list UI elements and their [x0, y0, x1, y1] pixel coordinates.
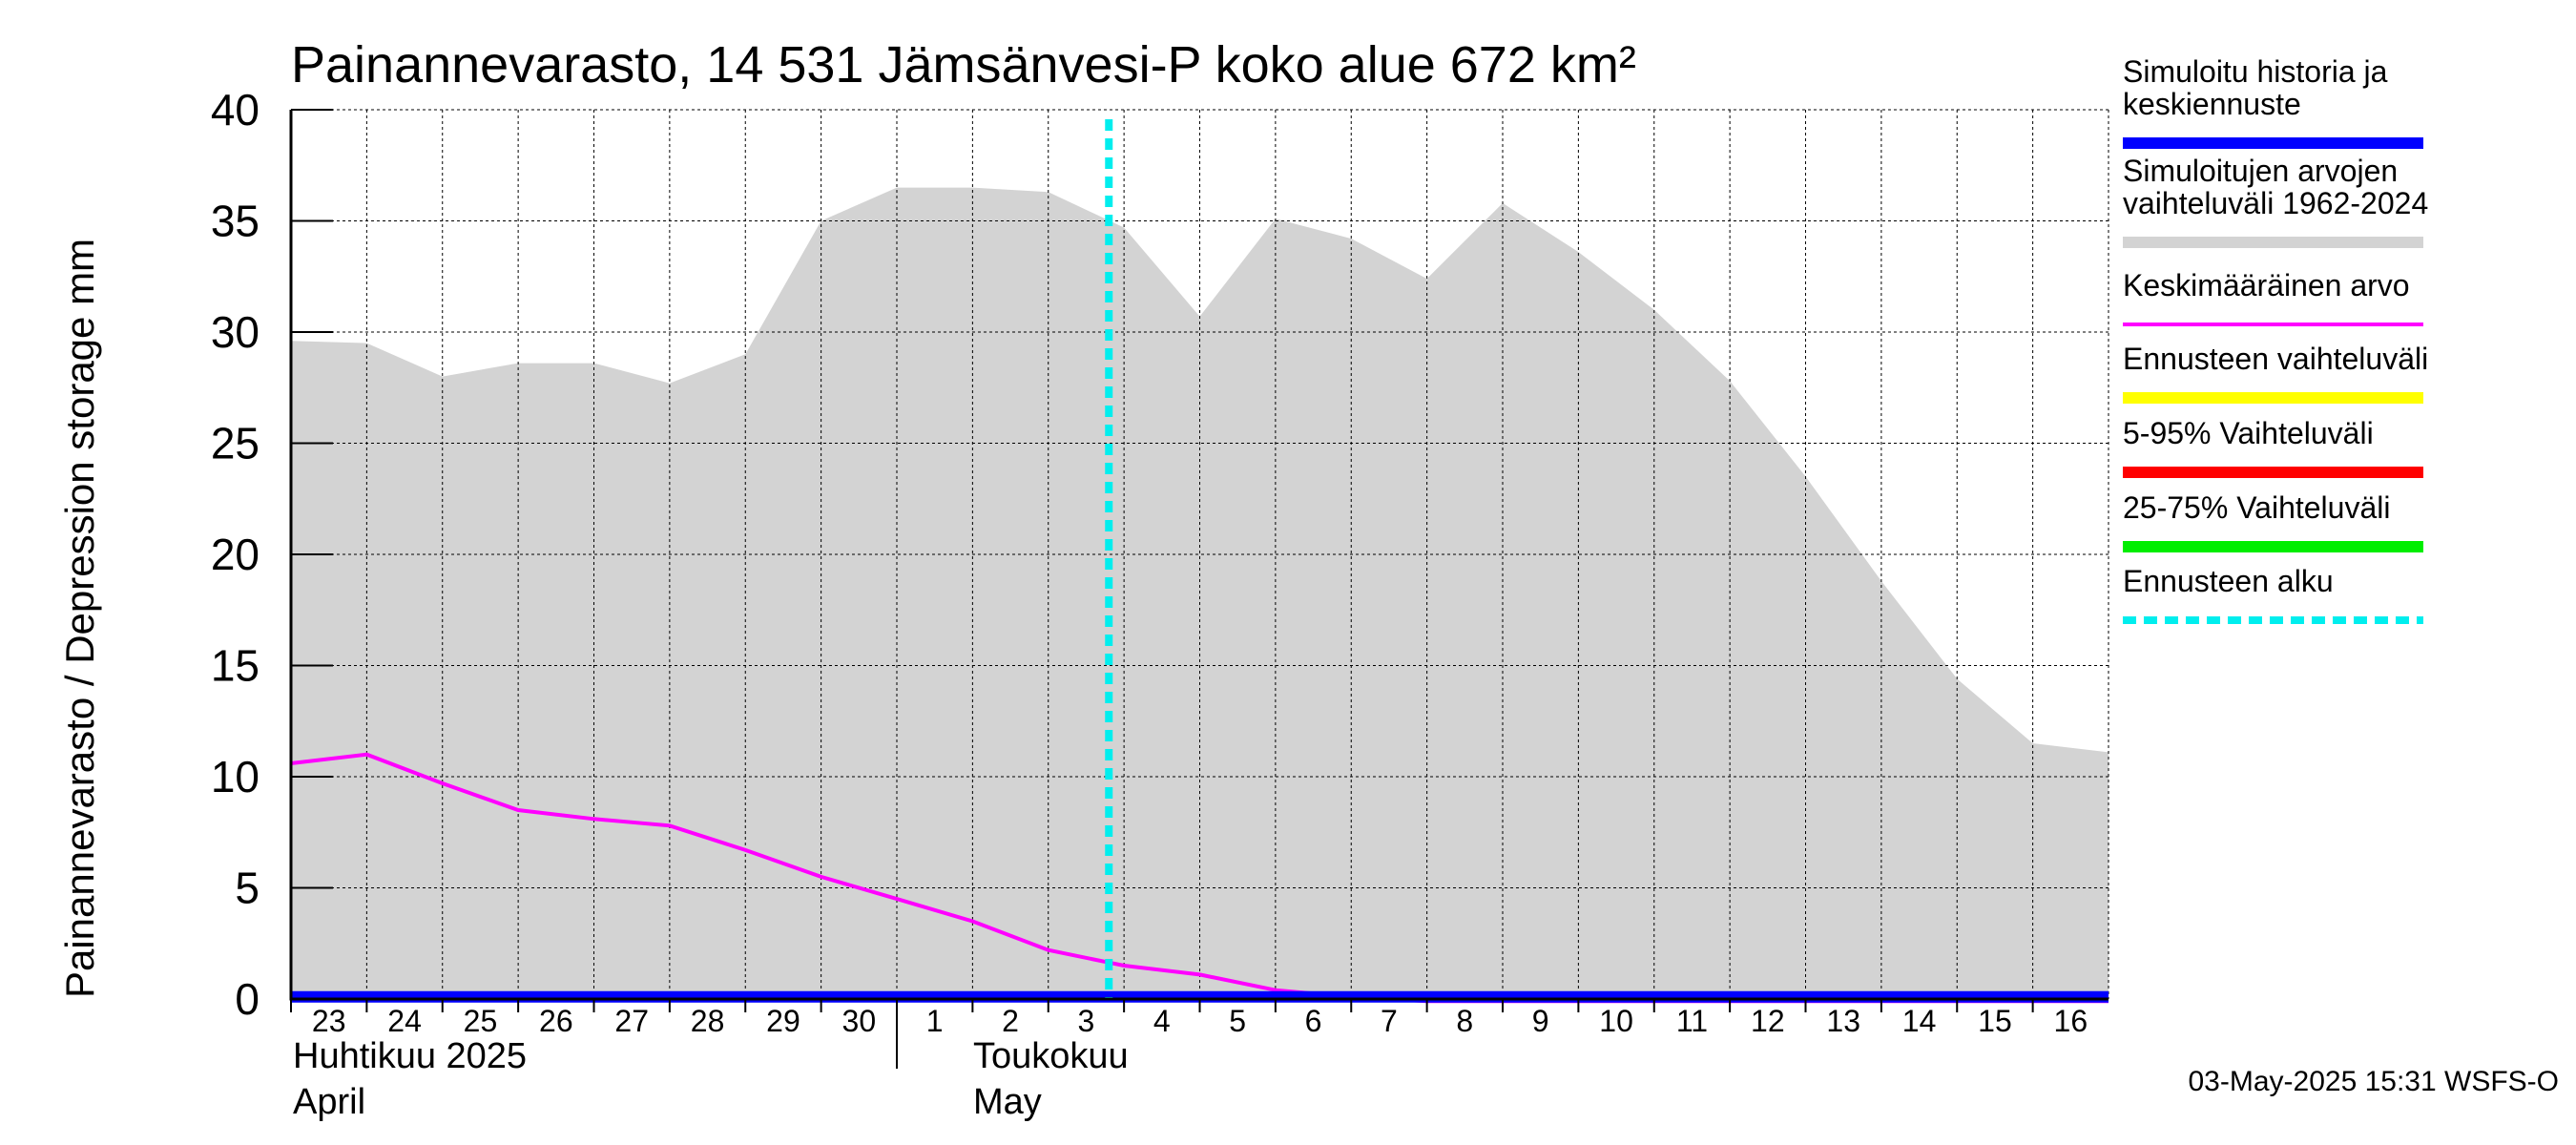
y-tick-label: 40 [211, 85, 260, 135]
x-tick-label: 3 [1078, 1004, 1095, 1038]
y-tick-label: 35 [211, 197, 260, 246]
legend: Simuloitu historia jakeskiennusteSimuloi… [2123, 54, 2428, 624]
y-axis-label: Painannevarasto / Depression storage mm [57, 239, 102, 998]
x-tick-label: 10 [1599, 1004, 1633, 1038]
legend-entry: Keskimääräinen arvo [2123, 268, 2423, 326]
x-tick-label: 4 [1153, 1004, 1171, 1038]
x-tick-label: 1 [926, 1004, 944, 1038]
month-label-english: April [293, 1082, 365, 1122]
month-label-english: May [973, 1082, 1042, 1122]
x-tick-label: 5 [1229, 1004, 1246, 1038]
y-tick-label: 25 [211, 419, 260, 468]
x-tick-label: 24 [387, 1004, 422, 1038]
x-tick-label: 9 [1532, 1004, 1549, 1038]
legend-label: Simuloitujen arvojen [2123, 154, 2398, 188]
month-label: Huhtikuu 2025 [293, 1036, 527, 1076]
legend-entry: Ennusteen vaihteluväli [2123, 342, 2428, 404]
legend-entry: 25-75% Vaihteluväli [2123, 490, 2423, 552]
legend-label: Keskimääräinen arvo [2123, 268, 2410, 302]
legend-label: 25-75% Vaihteluväli [2123, 490, 2390, 525]
legend-label: Simuloitu historia ja [2123, 54, 2388, 89]
legend-label: vaihteluväli 1962-2024 [2123, 186, 2428, 220]
x-tick-label: 15 [1978, 1004, 2012, 1038]
month-label: Toukokuu [973, 1036, 1129, 1076]
x-tick-label: 23 [312, 1004, 346, 1038]
x-tick-label: 29 [766, 1004, 800, 1038]
chart-title: Painannevarasto, 14 531 Jämsänvesi-P kok… [291, 36, 1636, 94]
y-tick-label: 10 [211, 752, 260, 802]
x-tick-label: 8 [1456, 1004, 1473, 1038]
x-tick-label: 13 [1826, 1004, 1860, 1038]
legend-label: keskiennuste [2123, 87, 2301, 121]
y-tick-label: 5 [235, 864, 260, 913]
x-tick-label: 26 [539, 1004, 573, 1038]
x-tick-label: 28 [691, 1004, 725, 1038]
timestamp-footer: 03-May-2025 15:31 WSFS-O [2189, 1066, 2560, 1097]
x-tick-label: 25 [464, 1004, 498, 1038]
legend-label: Ennusteen vaihteluväli [2123, 342, 2428, 376]
y-tick-label: 20 [211, 530, 260, 579]
legend-entry: Ennusteen alku [2123, 564, 2423, 624]
x-tick-label: 12 [1751, 1004, 1785, 1038]
x-tick-label: 30 [842, 1004, 877, 1038]
y-tick-label: 30 [211, 307, 260, 357]
legend-entry: 5-95% Vaihteluväli [2123, 416, 2423, 478]
x-tick-label: 27 [614, 1004, 649, 1038]
plot-area [290, 109, 2109, 1004]
x-tick-label: 14 [1902, 1004, 1937, 1038]
legend-label: Ennusteen alku [2123, 564, 2334, 598]
y-tick-label: 15 [211, 641, 260, 691]
x-tick-label: 11 [1676, 1004, 1708, 1038]
x-tick-label: 7 [1381, 1004, 1398, 1038]
y-tick-label: 0 [235, 974, 260, 1024]
x-tick-label: 2 [1002, 1004, 1019, 1038]
x-axis: 23 24 25 26 27 28 29 30 1 2 3 4 5 6 7 8 9 10 11 12 13 14 15 16H… [290, 999, 2088, 1122]
x-tick-label: 16 [2054, 1004, 2088, 1038]
x-tick-label: 6 [1305, 1004, 1322, 1038]
legend-label: 5-95% Vaihteluväli [2123, 416, 2374, 450]
